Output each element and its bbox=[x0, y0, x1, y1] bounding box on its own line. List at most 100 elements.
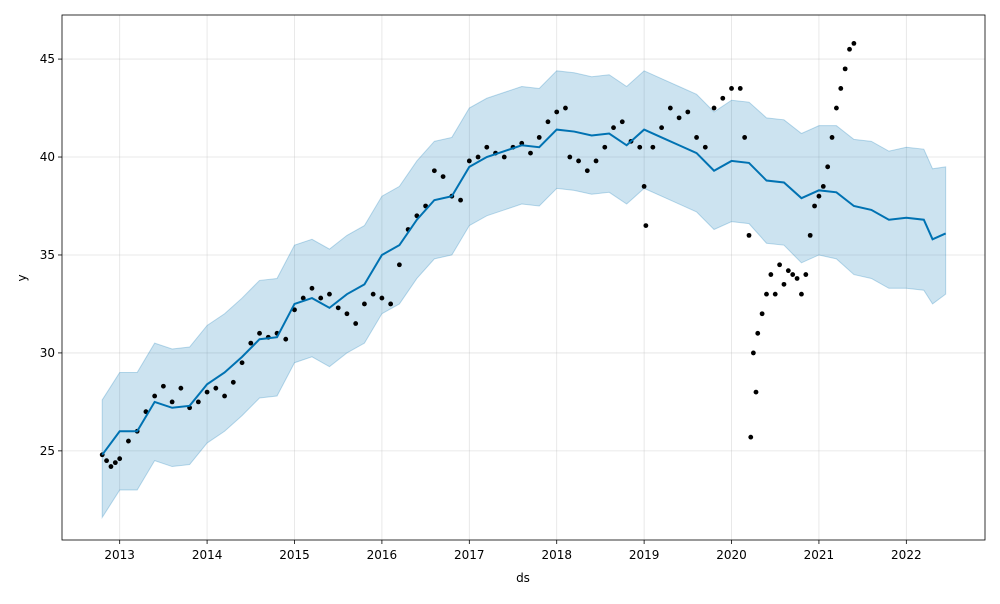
observation bbox=[829, 135, 835, 140]
observation bbox=[484, 144, 490, 150]
x-axis-label: ds bbox=[516, 571, 530, 585]
observation bbox=[785, 268, 791, 274]
observation bbox=[729, 86, 734, 91]
observation bbox=[318, 295, 324, 301]
observation bbox=[576, 158, 581, 164]
x-tick-label: 2013 bbox=[104, 548, 135, 562]
observation bbox=[611, 125, 616, 131]
y-tick-label: 30 bbox=[40, 346, 55, 360]
observation bbox=[768, 272, 774, 277]
observation bbox=[764, 291, 769, 297]
observation bbox=[742, 135, 748, 140]
observation bbox=[563, 105, 568, 111]
observation bbox=[344, 311, 350, 317]
observation bbox=[528, 150, 533, 156]
observation bbox=[816, 193, 822, 199]
plot-frame bbox=[61, 14, 986, 541]
observation bbox=[353, 321, 359, 326]
x-tick-label: 2016 bbox=[367, 548, 398, 562]
observation bbox=[842, 66, 848, 72]
x-tick-label: 2018 bbox=[541, 548, 572, 562]
observation bbox=[720, 95, 726, 101]
observation bbox=[160, 383, 166, 389]
observation bbox=[820, 184, 826, 189]
observation bbox=[195, 399, 201, 405]
observation bbox=[812, 203, 817, 209]
observation bbox=[702, 144, 708, 150]
observation bbox=[567, 154, 573, 160]
observation bbox=[292, 307, 297, 313]
observation bbox=[694, 135, 699, 140]
observation bbox=[641, 184, 647, 189]
observation bbox=[759, 311, 765, 317]
observation bbox=[807, 232, 813, 238]
observation bbox=[650, 144, 656, 150]
y-tick-label: 40 bbox=[40, 150, 55, 164]
observation bbox=[637, 144, 643, 150]
observation bbox=[178, 385, 184, 391]
observation bbox=[667, 105, 673, 111]
observation bbox=[458, 197, 463, 203]
observation bbox=[755, 330, 761, 336]
x-tick-label: 2015 bbox=[279, 548, 310, 562]
observation bbox=[545, 119, 551, 125]
observation bbox=[475, 154, 481, 160]
observation bbox=[659, 125, 665, 131]
observation bbox=[362, 301, 367, 307]
x-tick-label: 2014 bbox=[192, 548, 223, 562]
observation bbox=[152, 393, 158, 399]
observation bbox=[746, 232, 752, 238]
y-axis-label: y bbox=[15, 274, 29, 281]
x-tick-label: 2022 bbox=[891, 548, 922, 562]
observation bbox=[230, 379, 236, 385]
observation bbox=[239, 360, 245, 366]
observation bbox=[396, 262, 402, 268]
observation bbox=[602, 144, 608, 150]
observation bbox=[104, 458, 109, 464]
y-tick-label: 35 bbox=[40, 248, 55, 262]
observation bbox=[619, 119, 625, 125]
observation bbox=[327, 291, 332, 297]
observation bbox=[753, 389, 759, 395]
y-tick-label: 25 bbox=[40, 444, 55, 458]
observation bbox=[803, 272, 809, 277]
observation bbox=[126, 438, 131, 444]
observation bbox=[222, 393, 227, 399]
observation bbox=[379, 295, 385, 301]
uncertainty-band bbox=[101, 70, 947, 520]
observation bbox=[794, 276, 800, 281]
x-tick-label: 2017 bbox=[454, 548, 485, 562]
observation bbox=[685, 109, 691, 115]
observation bbox=[466, 158, 472, 164]
observation bbox=[554, 109, 560, 115]
x-tick-label: 2020 bbox=[716, 548, 747, 562]
observation bbox=[213, 385, 219, 391]
observation bbox=[536, 135, 542, 140]
observation bbox=[711, 105, 717, 111]
y-tick-label: 45 bbox=[40, 52, 55, 66]
observation bbox=[248, 340, 254, 346]
observation bbox=[584, 168, 590, 174]
observation bbox=[781, 281, 787, 287]
observation bbox=[112, 460, 118, 466]
observation bbox=[750, 350, 756, 356]
observation bbox=[777, 262, 782, 268]
observation bbox=[501, 154, 507, 160]
observation bbox=[257, 330, 262, 336]
observation bbox=[431, 168, 437, 174]
observation bbox=[847, 46, 852, 52]
observation bbox=[799, 291, 804, 297]
observation bbox=[117, 456, 123, 462]
observation bbox=[300, 295, 306, 301]
observation bbox=[440, 174, 446, 180]
observation bbox=[335, 305, 341, 311]
x-tick-label: 2019 bbox=[629, 548, 660, 562]
observation bbox=[108, 464, 114, 469]
observation bbox=[309, 285, 315, 291]
observation bbox=[643, 223, 649, 228]
observation bbox=[851, 41, 857, 46]
observation bbox=[737, 86, 743, 91]
x-tick-label: 2021 bbox=[804, 548, 835, 562]
